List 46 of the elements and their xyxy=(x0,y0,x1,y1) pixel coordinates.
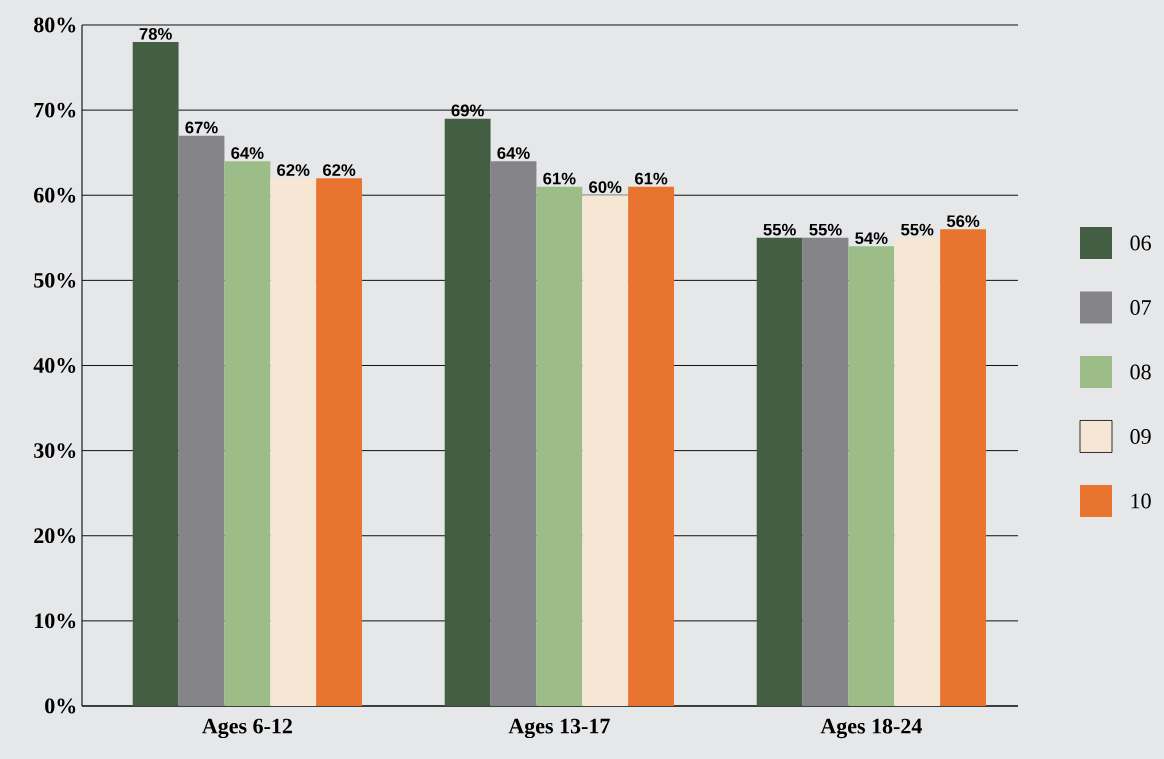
bar xyxy=(178,135,225,706)
bar xyxy=(490,161,537,706)
y-tick-label: 20% xyxy=(34,528,76,544)
legend-label: 08 xyxy=(1130,364,1151,380)
y-tick-label: 0% xyxy=(45,698,76,714)
bar xyxy=(940,229,987,706)
bar xyxy=(316,178,363,706)
legend-label: 06 xyxy=(1130,235,1151,251)
data-label: 62% xyxy=(277,164,310,176)
legend-label: 09 xyxy=(1130,429,1151,444)
bar xyxy=(444,118,491,706)
y-tick-label: 80% xyxy=(34,17,76,33)
x-tick-label: Ages 6-12 xyxy=(202,718,292,739)
data-label: 64% xyxy=(497,147,530,159)
data-label: 62% xyxy=(323,164,356,176)
x-tick-label: Ages 13-17 xyxy=(508,718,610,739)
data-label: 54% xyxy=(855,232,888,245)
y-tick-label: 70% xyxy=(34,102,76,118)
bar xyxy=(536,186,583,706)
y-tick-label: 10% xyxy=(35,613,76,629)
bar xyxy=(756,237,803,706)
legend-label: 10 xyxy=(1131,493,1151,509)
data-label: 60% xyxy=(589,181,622,193)
bar xyxy=(628,186,675,706)
bar xyxy=(224,161,271,706)
data-label: 78% xyxy=(139,27,172,40)
data-label: 55% xyxy=(763,223,796,236)
bar xyxy=(894,237,941,706)
bar xyxy=(582,195,629,706)
data-label: 56% xyxy=(946,215,980,228)
data-label: 55% xyxy=(809,223,842,236)
y-tick-label: 40% xyxy=(33,358,76,373)
y-tick-label: 50% xyxy=(34,272,76,288)
y-tick-label: 60% xyxy=(34,187,76,203)
bar xyxy=(802,237,849,706)
data-label: 61% xyxy=(635,172,668,185)
bar xyxy=(270,178,317,706)
x-tick-label: Ages 18-24 xyxy=(820,718,922,739)
data-label: 67% xyxy=(185,121,218,134)
bar xyxy=(848,246,895,706)
data-label: 64% xyxy=(231,147,264,159)
data-label: 55% xyxy=(901,223,934,236)
data-label: 61% xyxy=(543,172,576,185)
bar xyxy=(132,42,179,706)
legend-label: 07 xyxy=(1130,300,1151,315)
y-tick-label: 30% xyxy=(34,443,76,459)
